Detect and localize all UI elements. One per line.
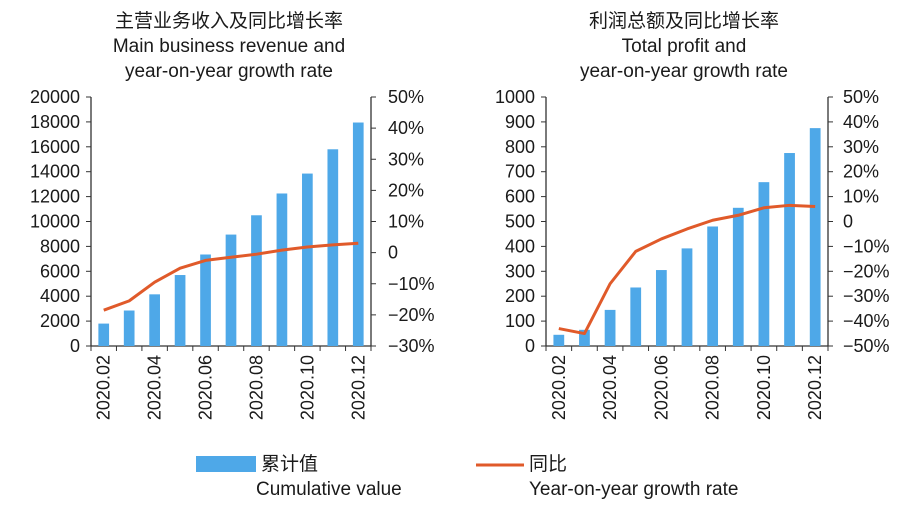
- bar-2020.03: [123, 310, 135, 346]
- revenue-title-en-2: year-on-year growth rate: [125, 61, 333, 82]
- right-tick-label: −20%: [388, 305, 435, 325]
- legend-bar-label-cn: 累计值: [261, 453, 318, 475]
- left-tick-label: 700: [505, 162, 535, 182]
- left-tick-label: 0: [70, 336, 80, 356]
- left-tick-label: 20000: [30, 87, 80, 107]
- right-tick-label: 10%: [388, 212, 424, 232]
- bar-2020.08: [251, 215, 262, 346]
- left-tick-label: 100: [505, 311, 535, 331]
- right-tick-label: −30%: [843, 286, 890, 306]
- bar-2020.07: [225, 234, 237, 346]
- bar-2020.07: [681, 248, 693, 346]
- right-tick-label: −50%: [843, 336, 890, 356]
- legend: 累计值 Cumulative value 同比 Year-on-year gro…: [196, 453, 738, 500]
- revenue-title-en-1: Main business revenue and: [113, 36, 345, 57]
- bar-2020.06: [655, 270, 667, 346]
- revenue-title-cn: 主营业务收入及同比增长率: [115, 10, 343, 32]
- right-tick-label: 30%: [843, 137, 879, 157]
- bar-2020.10: [758, 182, 770, 346]
- legend-line-label-cn: 同比: [529, 453, 567, 475]
- left-tick-label: 8000: [40, 236, 80, 256]
- right-tick-label: −10%: [388, 274, 435, 294]
- profit-title-en-2: year-on-year growth rate: [580, 61, 788, 82]
- profit-title-cn: 利润总额及同比增长率: [589, 10, 779, 32]
- left-tick-label: 0: [525, 336, 535, 356]
- x-tick-label: 2020.10: [754, 355, 774, 420]
- right-tick-label: −20%: [843, 261, 890, 281]
- right-tick-label: 50%: [843, 87, 879, 107]
- x-tick-label: 2020.08: [703, 355, 723, 420]
- x-tick-label: 2020.12: [348, 355, 368, 420]
- right-tick-label: −30%: [388, 336, 435, 356]
- right-tick-label: 20%: [388, 180, 424, 200]
- bar-2020.08: [707, 226, 719, 346]
- left-tick-label: 4000: [40, 286, 80, 306]
- left-tick-label: 6000: [40, 261, 80, 281]
- left-tick-label: 600: [505, 187, 535, 207]
- left-tick-label: 18000: [30, 112, 80, 132]
- x-tick-label: 2020.06: [196, 355, 216, 420]
- left-tick-label: 10000: [30, 212, 80, 232]
- x-tick-label: 2020.06: [651, 355, 671, 420]
- left-tick-label: 12000: [30, 187, 80, 207]
- right-tick-label: 0: [843, 212, 853, 232]
- right-tick-label: −10%: [843, 236, 890, 256]
- right-tick-label: 10%: [843, 187, 879, 207]
- left-tick-label: 2000: [40, 311, 80, 331]
- bar-2020.12: [352, 122, 364, 347]
- legend-bar-swatch: [196, 456, 256, 472]
- left-tick-label: 800: [505, 137, 535, 157]
- profit-chart: 利润总额及同比增长率 Total profit and year-on-year…: [495, 10, 890, 420]
- legend-line-label-en: Year-on-year growth rate: [529, 479, 738, 500]
- x-tick-label: 2020.08: [246, 355, 266, 420]
- x-tick-label: 2020.04: [145, 355, 165, 420]
- bar-2020.05: [630, 287, 642, 346]
- right-tick-label: −40%: [843, 311, 890, 331]
- bar-2020.09: [732, 207, 744, 346]
- bar-2020.02: [98, 323, 110, 346]
- right-tick-label: 0: [388, 243, 398, 263]
- left-tick-label: 200: [505, 286, 535, 306]
- bar-2020.04: [604, 309, 616, 346]
- left-tick-label: 16000: [30, 137, 80, 157]
- growth-rate-line: [558, 203, 816, 336]
- x-tick-label: 2020.02: [94, 355, 114, 420]
- right-tick-label: 20%: [843, 162, 879, 182]
- left-tick-label: 500: [505, 212, 535, 232]
- bar-2020.12: [809, 128, 821, 346]
- bar-2020.10: [302, 173, 313, 346]
- x-tick-label: 2020.12: [805, 355, 825, 420]
- left-tick-label: 14000: [30, 162, 80, 182]
- bar-2020.09: [276, 193, 288, 346]
- bar-2020.11: [327, 149, 339, 346]
- bar-2020.11: [784, 153, 795, 346]
- right-tick-label: 40%: [843, 112, 879, 132]
- legend-bar-label-en: Cumulative value: [256, 479, 402, 500]
- growth-rate-line: [103, 241, 359, 312]
- profit-title-en-1: Total profit and: [622, 36, 747, 57]
- bar-2020.06: [200, 254, 211, 346]
- bar-2020.05: [174, 275, 186, 346]
- left-tick-label: 400: [505, 236, 535, 256]
- right-tick-label: 50%: [388, 87, 424, 107]
- x-tick-label: 2020.02: [549, 355, 569, 420]
- x-tick-label: 2020.04: [600, 355, 620, 420]
- revenue-chart: 主营业务收入及同比增长率 Main business revenue and y…: [30, 10, 435, 420]
- left-tick-label: 1000: [495, 87, 535, 107]
- right-tick-label: 40%: [388, 118, 424, 138]
- left-tick-label: 900: [505, 112, 535, 132]
- bar-2020.03: [579, 329, 590, 346]
- right-tick-label: 30%: [388, 149, 424, 169]
- bar-2020.02: [553, 334, 565, 346]
- left-tick-label: 300: [505, 261, 535, 281]
- x-tick-label: 2020.10: [297, 355, 317, 420]
- bar-2020.04: [149, 294, 160, 346]
